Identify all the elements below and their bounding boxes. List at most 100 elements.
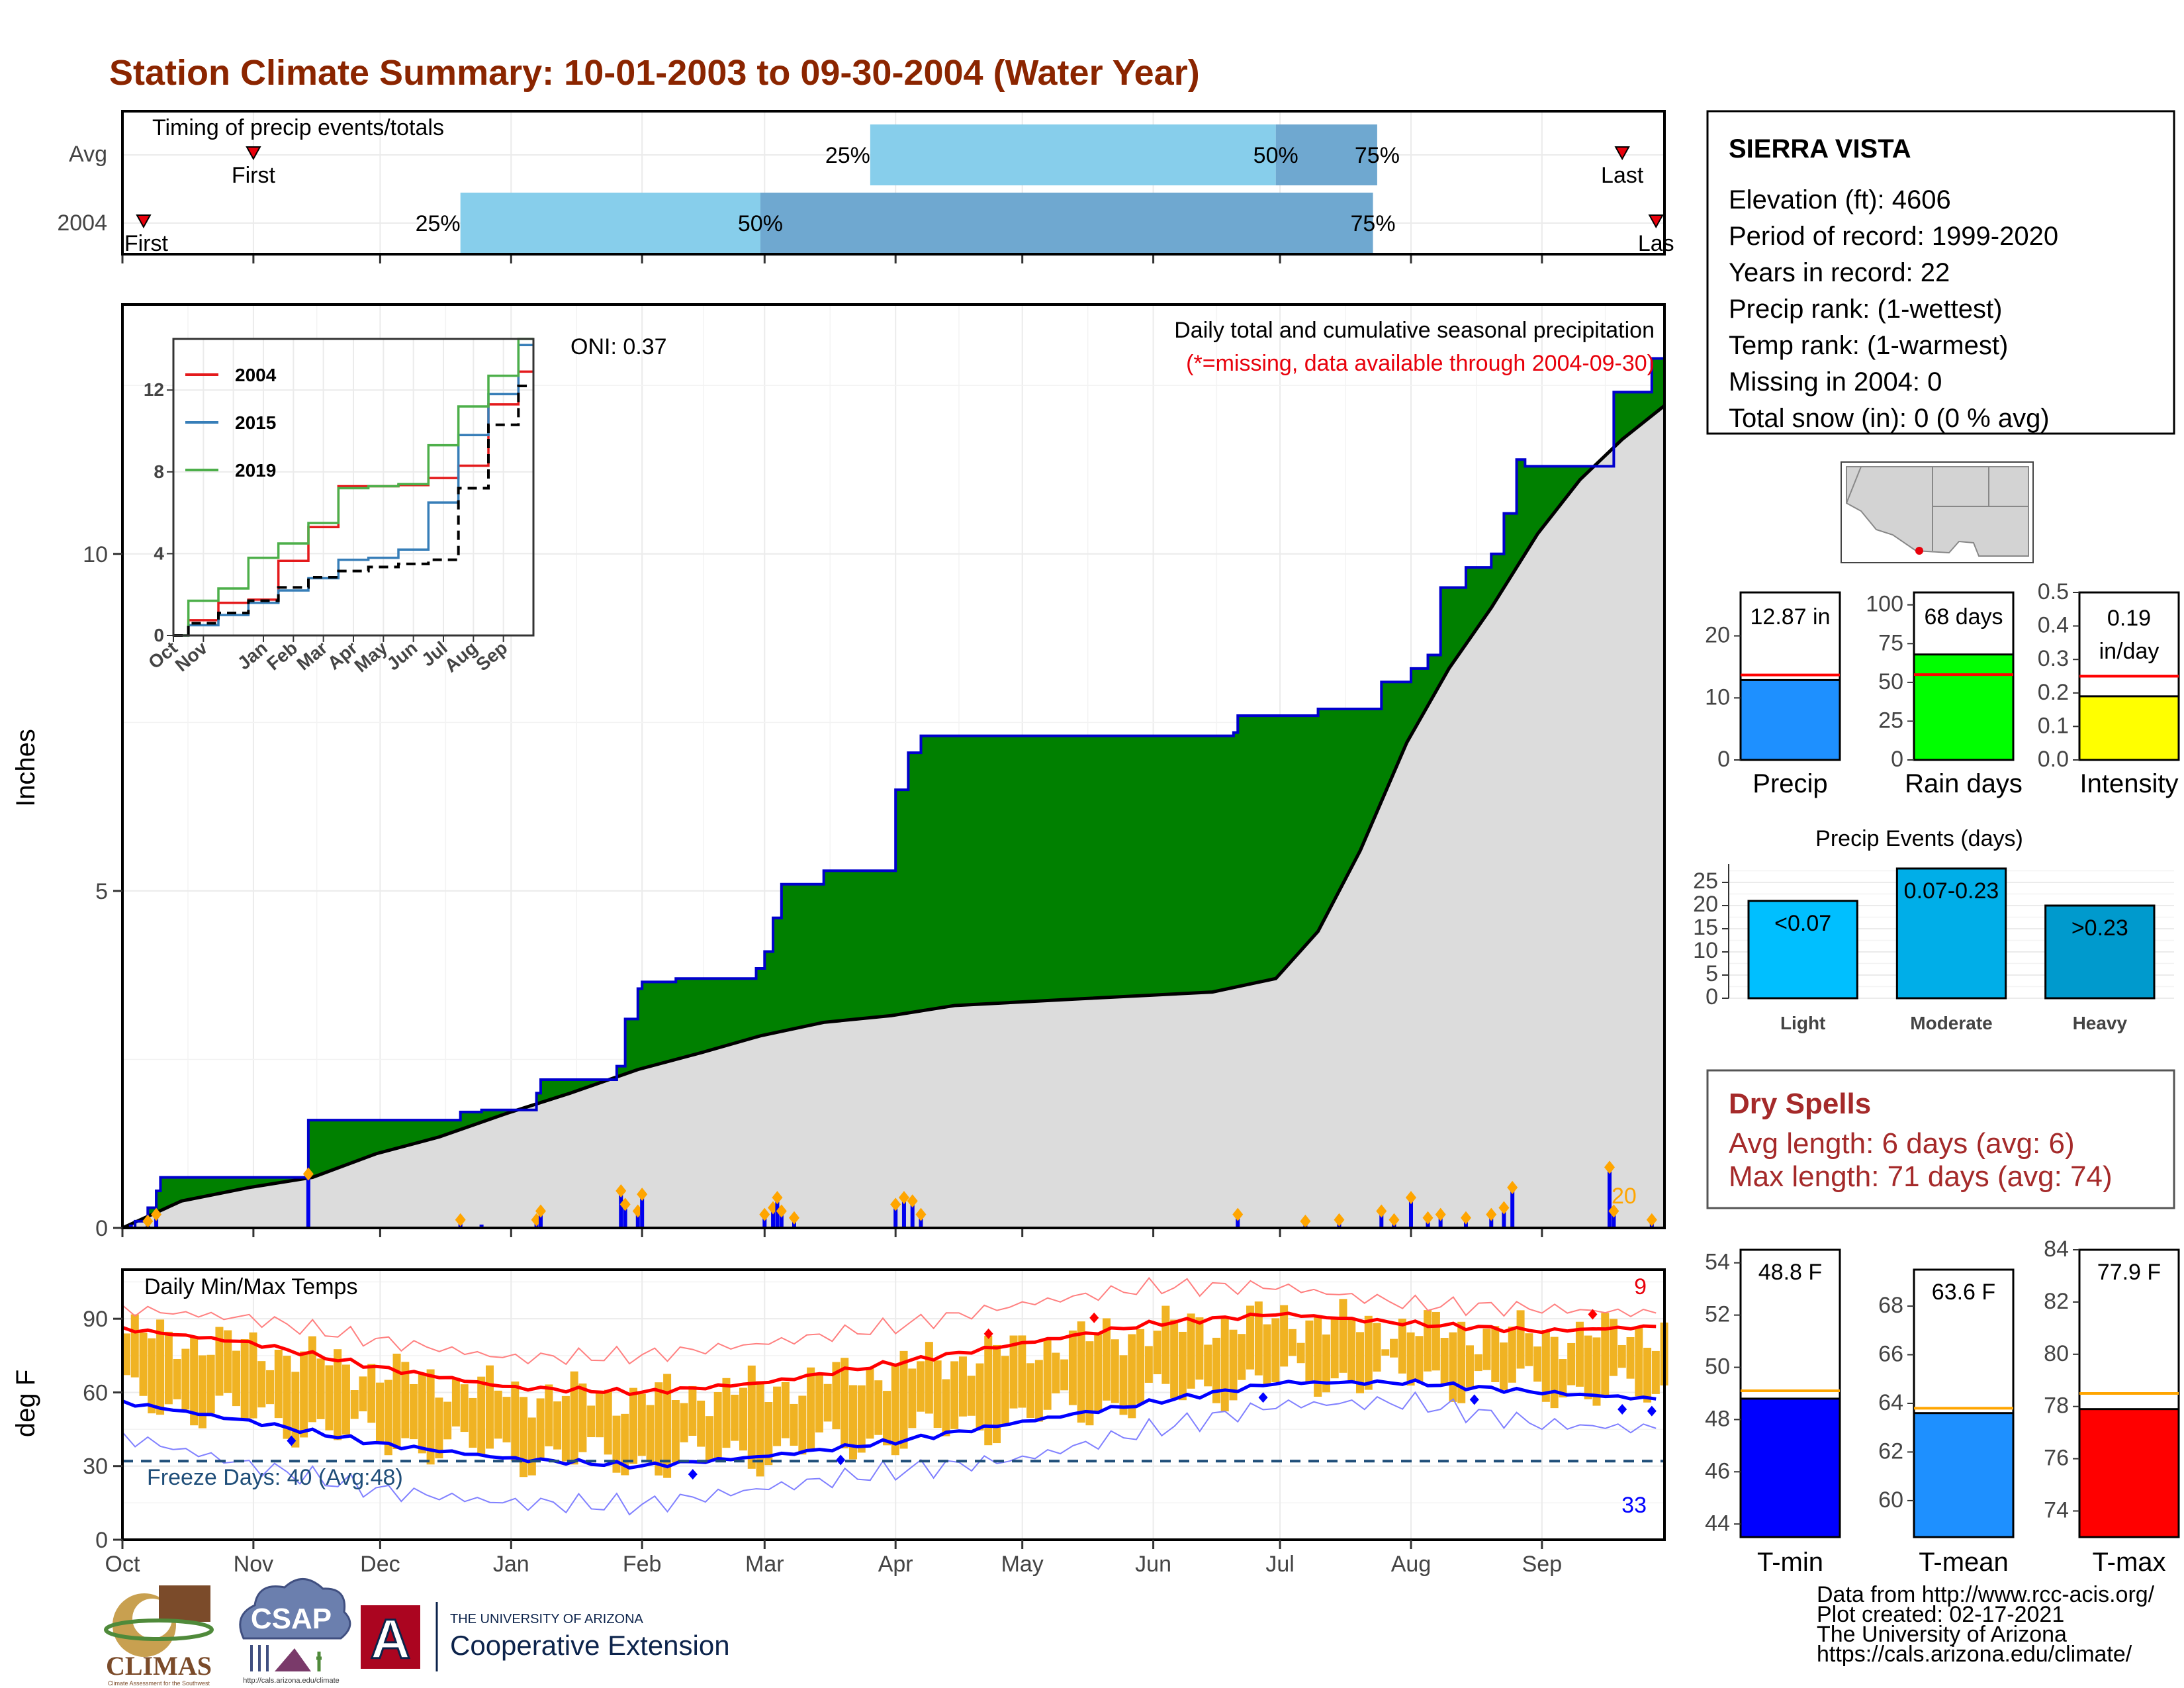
temp-y-tick-label: 90 bbox=[83, 1307, 108, 1332]
temp-daily-bar bbox=[587, 1405, 595, 1437]
temp-daily-bar bbox=[325, 1365, 333, 1430]
station-name: SIERRA VISTA bbox=[1729, 134, 1911, 164]
summary-tick-label: 0 bbox=[1891, 747, 1903, 772]
temp-daily-bar bbox=[942, 1380, 950, 1436]
month-tick-label: Jun bbox=[1135, 1552, 1171, 1577]
csap-logo-cactus bbox=[316, 1652, 322, 1671]
station-precip-rank: Precip rank: (1-wettest) bbox=[1729, 295, 2002, 324]
temp-daily-bar bbox=[1635, 1327, 1643, 1397]
temp-y-tick-label: 60 bbox=[83, 1380, 108, 1405]
temp-daily-bar bbox=[1154, 1331, 1161, 1374]
month-tick-label: Jan bbox=[493, 1552, 529, 1577]
station-elevation: Elevation (ft): 4606 bbox=[1729, 185, 1951, 214]
precip-y-tick-label: 5 bbox=[95, 879, 108, 904]
temp-daily-bar bbox=[1018, 1335, 1026, 1407]
temp-daily-bar bbox=[858, 1385, 866, 1453]
summary-value-label: 12.87 in bbox=[1751, 604, 1831, 630]
temp-daily-bar bbox=[1035, 1360, 1043, 1421]
summary-category-label: Intensity bbox=[2080, 769, 2179, 798]
credit-url: https://cals.arizona.edu/climate/ bbox=[1817, 1642, 2132, 1667]
temp-daily-bar bbox=[537, 1398, 545, 1459]
oni-value: ONI: 0.37 bbox=[570, 334, 667, 359]
timing-label-50: 50% bbox=[738, 211, 783, 236]
temp-daily-bar bbox=[1263, 1325, 1271, 1385]
temp-daily-bar bbox=[1052, 1353, 1060, 1393]
temp-daily-bar bbox=[672, 1400, 680, 1462]
temp-daily-bar bbox=[418, 1373, 426, 1453]
inset-y-tick-label: 4 bbox=[154, 543, 164, 563]
temp-daily-bar bbox=[950, 1361, 958, 1429]
climas-logo-subtext: Climate Assessment for the Southwest bbox=[108, 1680, 210, 1687]
temp-daily-bar bbox=[1576, 1322, 1584, 1387]
temp-daily-bar bbox=[291, 1372, 299, 1447]
temp-daily-bar bbox=[1407, 1333, 1415, 1385]
csap-logo: CSAP http://cals.arizona.edu/climate bbox=[240, 1579, 350, 1685]
temp-daily-bar bbox=[520, 1397, 527, 1477]
summary-tick-label: 0.5 bbox=[2038, 579, 2069, 604]
temp-daily-bar bbox=[1271, 1318, 1279, 1382]
climas-logo: CLIMAS Climate Assessment for the Southw… bbox=[106, 1585, 212, 1687]
precip-panel: 0510 Inches Daily total and cumulative s… bbox=[11, 305, 1664, 1241]
station-years: Years in record: 22 bbox=[1729, 258, 1950, 287]
temp-daily-bar bbox=[1136, 1329, 1144, 1404]
events-y-tick-label: 5 bbox=[1706, 961, 1718, 986]
last-event-label: Las bbox=[1638, 231, 1674, 256]
page-title: Station Climate Summary: 10-01-2003 to 0… bbox=[109, 53, 1200, 93]
temp-daily-bar bbox=[773, 1387, 781, 1446]
temp-daily-bar bbox=[1373, 1323, 1381, 1372]
temp-daily-bar bbox=[1652, 1351, 1660, 1394]
events-y-tick-label: 10 bbox=[1693, 938, 1718, 963]
temp-summary-value: 77.9 F bbox=[2097, 1260, 2161, 1285]
temp-summary-tick-label: 60 bbox=[1878, 1487, 1903, 1513]
climas-logo-text: CLIMAS bbox=[106, 1651, 212, 1681]
temp-daily-bar bbox=[528, 1417, 536, 1475]
temp-daily-bar bbox=[1441, 1338, 1449, 1385]
temp-summary-tick-label: 64 bbox=[1878, 1390, 1903, 1415]
temp-summary-value: 48.8 F bbox=[1758, 1260, 1822, 1285]
temp-daily-bar bbox=[917, 1361, 925, 1411]
temp-daily-bar bbox=[798, 1395, 806, 1454]
temp-daily-bar bbox=[900, 1351, 908, 1449]
temp-daily-bar bbox=[1491, 1326, 1499, 1382]
temp-daily-bar bbox=[1567, 1343, 1575, 1385]
temp-daily-bar bbox=[739, 1387, 747, 1450]
temp-daily-bar bbox=[1525, 1333, 1533, 1366]
temperature-summary-bars: 444648505254 48.8 FT-min606264666863.6 FT… bbox=[1705, 1237, 2179, 1577]
temp-daily-bar bbox=[1297, 1343, 1305, 1364]
temp-daily-bar bbox=[647, 1405, 655, 1463]
temp-summary-tick-label: 44 bbox=[1705, 1511, 1730, 1536]
temp-daily-bar bbox=[511, 1382, 519, 1461]
temp-daily-bar bbox=[452, 1378, 460, 1426]
temp-daily-bar bbox=[165, 1332, 173, 1404]
temp-daily-bar bbox=[1314, 1317, 1322, 1397]
temp-daily-bar bbox=[1415, 1336, 1423, 1382]
precip-y-tick-label: 10 bbox=[83, 542, 108, 567]
temp-daily-bar bbox=[342, 1365, 350, 1435]
temp-summary-tick-label: 74 bbox=[2044, 1498, 2069, 1523]
dry-spells-max: Max length: 71 days (avg: 74) bbox=[1729, 1160, 2113, 1193]
events-title: Precip Events (days) bbox=[1815, 826, 2023, 851]
summary-tick-label: 0.0 bbox=[2038, 747, 2069, 772]
temp-daily-bar bbox=[1195, 1317, 1203, 1380]
summary-value-label: 68 days bbox=[1924, 604, 2003, 630]
temp-daily-bar bbox=[181, 1349, 189, 1410]
temp-daily-bar bbox=[1204, 1344, 1212, 1386]
temp-daily-bar bbox=[562, 1396, 570, 1462]
temp-daily-bar bbox=[503, 1397, 511, 1442]
inset-y-tick-label: 12 bbox=[144, 379, 164, 400]
temp-summary-tick-label: 66 bbox=[1878, 1342, 1903, 1367]
temp-daily-bar bbox=[1069, 1331, 1077, 1405]
summary-tick-label: 0.1 bbox=[2038, 713, 2069, 738]
temp-daily-bar bbox=[959, 1356, 967, 1417]
temp-daily-bar bbox=[1457, 1322, 1465, 1403]
temp-daily-bar bbox=[266, 1370, 274, 1404]
station-temp-rank: Temp rank: (1-warmest) bbox=[1729, 331, 2008, 360]
temp-daily-bar bbox=[908, 1368, 916, 1428]
temp-daily-bar bbox=[1618, 1345, 1626, 1368]
temp-daily-bar bbox=[968, 1376, 976, 1415]
temp-daily-bar bbox=[410, 1384, 418, 1439]
temp-daily-bar bbox=[1533, 1346, 1541, 1382]
daily-precip-bar bbox=[306, 1174, 310, 1228]
temp-daily-bar bbox=[300, 1352, 308, 1438]
ua-logo-line2: Cooperative Extension bbox=[450, 1630, 730, 1661]
